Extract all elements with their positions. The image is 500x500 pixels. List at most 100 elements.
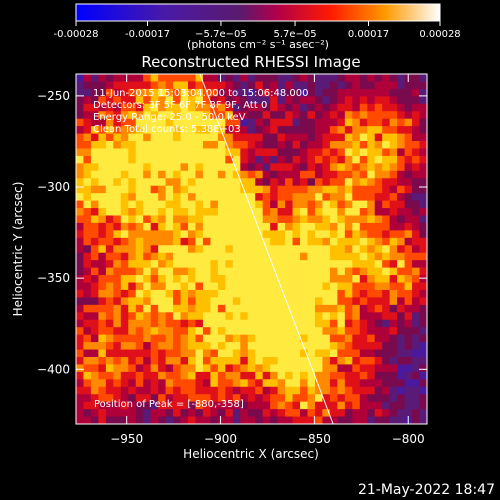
heatmap-cell bbox=[98, 237, 107, 246]
heatmap-cell bbox=[225, 245, 234, 254]
heatmap-cell bbox=[120, 371, 129, 380]
heatmap-cell bbox=[210, 342, 219, 350]
heatmap-cell bbox=[307, 103, 316, 112]
heatmap-cell bbox=[374, 349, 383, 358]
heatmap-cell bbox=[173, 148, 181, 157]
heatmap-cell bbox=[143, 237, 152, 246]
heatmap-cell bbox=[173, 74, 181, 82]
heatmap-cell bbox=[322, 74, 331, 82]
heatmap-cell bbox=[270, 409, 279, 417]
heatmap-cell bbox=[285, 349, 293, 358]
heatmap-cell bbox=[143, 379, 152, 388]
heatmap-cell bbox=[202, 170, 211, 179]
heatmap-cell bbox=[404, 342, 413, 350]
heatmap-cell bbox=[300, 88, 308, 97]
heatmap-cell bbox=[322, 312, 331, 321]
heatmap-cell bbox=[128, 267, 137, 276]
heatmap-cell bbox=[255, 260, 264, 269]
heatmap-cell bbox=[359, 371, 368, 380]
heatmap-cell bbox=[225, 282, 234, 291]
heatmap-cell bbox=[262, 342, 271, 350]
heatmap-cell bbox=[359, 386, 368, 395]
heatmap-cell bbox=[270, 267, 279, 276]
heatmap-cell bbox=[105, 111, 114, 120]
heatmap-cell bbox=[135, 364, 144, 373]
heatmap-cell bbox=[158, 371, 167, 380]
heatmap-cell bbox=[76, 289, 84, 298]
heatmap-cell bbox=[143, 401, 152, 410]
heatmap-cell bbox=[285, 401, 293, 410]
heatmap-cell bbox=[285, 379, 293, 388]
heatmap-cell bbox=[135, 88, 144, 97]
heatmap-cell bbox=[307, 312, 316, 321]
heatmap-cell bbox=[202, 222, 211, 231]
heatmap-cell bbox=[120, 327, 129, 336]
heatmap-cell bbox=[247, 275, 256, 283]
heatmap-cell bbox=[412, 230, 420, 239]
heatmap-cell bbox=[277, 96, 286, 105]
heatmap-cell bbox=[277, 141, 286, 149]
heatmap-cell bbox=[419, 371, 427, 380]
heatmap-cell bbox=[255, 409, 264, 417]
heatmap-cell bbox=[337, 319, 346, 328]
heatmap-cell bbox=[225, 260, 234, 269]
heatmap-cell bbox=[277, 237, 286, 246]
heatmap-cell bbox=[382, 371, 391, 380]
heatmap-cell bbox=[352, 178, 361, 187]
heatmap-cell bbox=[158, 133, 167, 142]
heatmap-cell bbox=[247, 379, 256, 388]
heatmap-cell bbox=[225, 289, 234, 298]
heatmap-cell bbox=[262, 282, 271, 291]
heatmap-cell bbox=[307, 260, 316, 269]
heatmap-cell bbox=[277, 342, 286, 350]
heatmap-cell bbox=[120, 260, 129, 269]
heatmap-cell bbox=[143, 96, 152, 105]
heatmap-cell bbox=[292, 74, 301, 82]
heatmap-cell bbox=[83, 275, 92, 283]
heatmap-cell bbox=[76, 379, 84, 388]
heatmap-cell bbox=[329, 96, 338, 105]
heatmap-cell bbox=[344, 371, 353, 380]
heatmap-cell bbox=[329, 334, 338, 343]
heatmap-cell bbox=[83, 103, 92, 112]
heatmap-cell bbox=[292, 394, 301, 403]
heatmap-cell bbox=[262, 289, 271, 298]
heatmap-cell bbox=[389, 267, 398, 276]
heatmap-cell bbox=[105, 148, 114, 157]
heatmap-cell bbox=[240, 237, 249, 246]
heatmap-cell bbox=[389, 208, 398, 216]
heatmap-cell bbox=[225, 155, 234, 164]
heatmap-cell bbox=[344, 379, 353, 388]
heatmap-cell bbox=[202, 260, 211, 269]
heatmap-cell bbox=[389, 364, 398, 373]
heatmap-cell bbox=[128, 275, 137, 283]
heatmap-cell bbox=[277, 111, 286, 120]
heatmap-cell bbox=[255, 170, 264, 179]
heatmap-cell bbox=[322, 237, 331, 246]
heatmap-cell bbox=[150, 185, 159, 194]
heatmap-cell bbox=[382, 163, 391, 172]
heatmap-cell bbox=[397, 230, 405, 239]
heatmap-cell bbox=[382, 379, 391, 388]
heatmap-cell bbox=[105, 312, 114, 321]
heatmap-cell bbox=[98, 401, 107, 410]
heatmap-cell bbox=[307, 230, 316, 239]
heatmap-cell bbox=[344, 81, 353, 90]
heatmap-cell bbox=[188, 297, 196, 306]
heatmap-cell bbox=[105, 260, 114, 269]
heatmap-cell bbox=[135, 416, 144, 424]
heatmap-cell bbox=[397, 394, 405, 403]
heatmap-cell bbox=[217, 416, 226, 424]
heatmap-cell bbox=[419, 252, 427, 261]
heatmap-cell bbox=[135, 208, 144, 216]
heatmap-cell bbox=[329, 282, 338, 291]
heatmap-cell bbox=[419, 379, 427, 388]
heatmap-cell bbox=[359, 126, 368, 134]
heatmap-cell bbox=[135, 304, 144, 313]
heatmap-cell bbox=[262, 230, 271, 239]
heatmap-cell bbox=[322, 222, 331, 231]
heatmap-cell bbox=[158, 394, 167, 403]
heatmap-cell bbox=[120, 126, 129, 134]
heatmap-cell bbox=[165, 118, 174, 127]
heatmap-cell bbox=[232, 349, 241, 358]
